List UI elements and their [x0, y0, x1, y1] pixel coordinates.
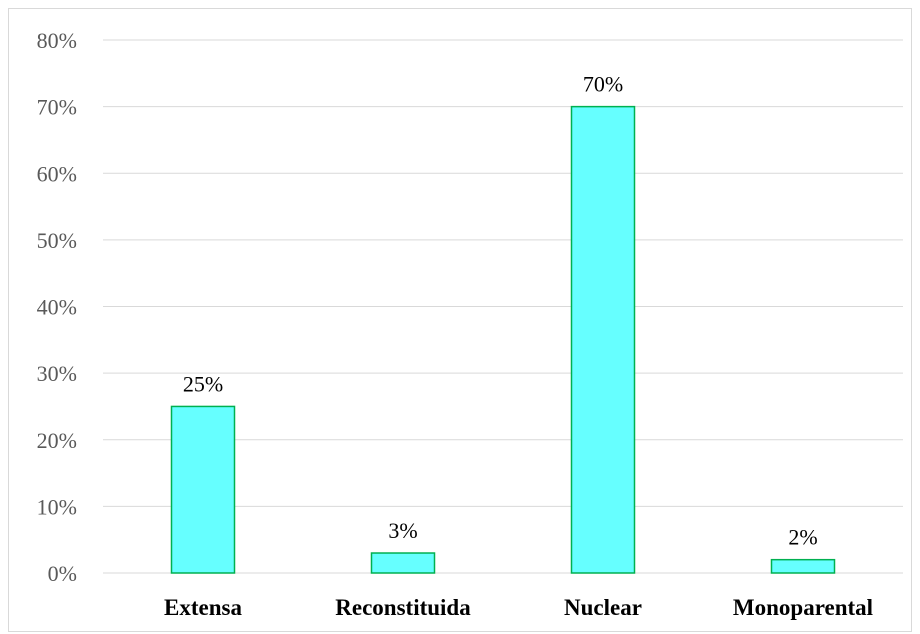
bar-reconstituida: [370, 552, 436, 574]
data-label-reconstituida: 3%: [388, 518, 417, 543]
y-tick-label: 40%: [37, 295, 77, 320]
category-label-monoparental: Monoparental: [733, 595, 873, 620]
x-axis-categories: Extensa Reconstituida Nuclear Monoparental: [164, 595, 873, 620]
data-label-nuclear: 70%: [583, 72, 623, 97]
y-axis-ticks: 0% 10% 20% 30% 40% 50% 60% 70% 80%: [37, 28, 77, 586]
category-label-nuclear: Nuclear: [564, 595, 642, 620]
y-tick-label: 50%: [37, 228, 77, 253]
data-labels: 25% 3% 70% 2%: [183, 72, 818, 550]
bar-monoparental: [770, 558, 836, 574]
bar-nuclear: [570, 105, 636, 574]
gridlines: [103, 39, 903, 574]
y-tick-label: 0%: [48, 561, 77, 586]
y-tick-label: 70%: [37, 95, 77, 120]
data-label-extensa: 25%: [183, 371, 223, 396]
y-tick-label: 20%: [37, 428, 77, 453]
bars: [170, 105, 836, 574]
bar-extensa: [170, 405, 236, 574]
category-label-reconstituida: Reconstituida: [335, 595, 471, 620]
chart-frame: [8, 8, 912, 632]
y-tick-label: 10%: [37, 494, 77, 519]
y-tick-label: 30%: [37, 361, 77, 386]
y-tick-label: 80%: [37, 28, 77, 53]
data-label-monoparental: 2%: [788, 525, 817, 550]
y-tick-label: 60%: [37, 161, 77, 186]
category-label-extensa: Extensa: [164, 595, 242, 620]
